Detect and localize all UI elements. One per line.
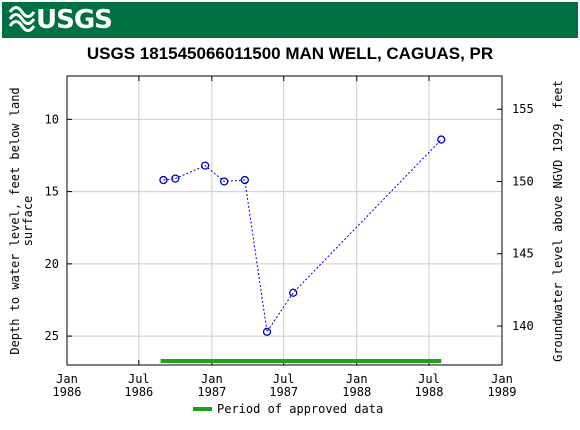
y2-tick-label: 150 — [512, 174, 534, 188]
x-tick-label-year: 1987 — [269, 385, 298, 399]
x-tick-label-month: Jan — [491, 372, 513, 386]
data-point — [289, 288, 298, 297]
plot-border — [66, 75, 503, 366]
x-tick-label-year: 1987 — [197, 385, 226, 399]
y-tick-label: 25 — [45, 329, 59, 343]
x-tick-label-month: Jul — [418, 372, 440, 386]
x-tick-label-year: 1988 — [342, 385, 371, 399]
y-axis-label-line1: Depth to water level, feet below land — [8, 87, 22, 354]
x-tick-label-year: 1989 — [488, 385, 517, 399]
data-point — [437, 135, 446, 144]
y-tick-label: 10 — [45, 112, 59, 126]
usgs-wave-icon — [8, 6, 36, 32]
usgs-header-bar: USGS — [2, 2, 578, 38]
usgs-logo[interactable]: USGS — [8, 5, 113, 35]
y2-tick-label: 145 — [512, 247, 534, 261]
x-tick-label-month: Jan — [56, 372, 78, 386]
y2-tick-label: 155 — [512, 102, 534, 116]
y-axis-label-line2: surface — [21, 196, 35, 247]
y2-axis-label: Groundwater level above NGVD 1929, feet — [551, 80, 565, 362]
x-tick-label-month: Jul — [128, 372, 150, 386]
y-tick-label: 20 — [45, 257, 59, 271]
x-tick-label-year: 1986 — [53, 385, 82, 399]
x-tick-label-month: Jul — [273, 372, 295, 386]
usgs-logo-text: USGS — [36, 5, 113, 35]
data-point — [220, 177, 229, 186]
data-point — [171, 174, 180, 183]
chart-title: USGS 181545066011500 MAN WELL, CAGUAS, P… — [86, 44, 494, 63]
legend-label: Period of approved data — [217, 402, 383, 416]
y-tick-label: 15 — [45, 185, 59, 199]
data-point — [200, 161, 210, 170]
x-tick-label-year: 1988 — [415, 385, 444, 399]
x-tick-label-month: Jan — [346, 372, 368, 386]
x-tick-label-year: 1986 — [124, 385, 153, 399]
plot-area — [67, 76, 502, 365]
data-point — [159, 175, 168, 185]
series-line — [163, 139, 442, 334]
x-tick-label-month: Jan — [201, 372, 223, 386]
data-point — [262, 327, 272, 336]
y2-tick-label: 140 — [512, 319, 534, 333]
data-point — [240, 175, 249, 185]
